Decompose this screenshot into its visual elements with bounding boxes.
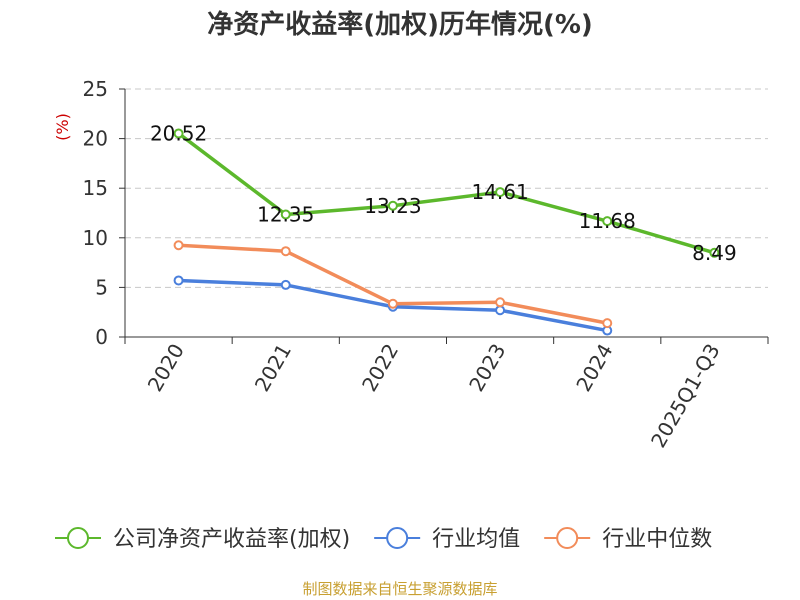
- data-point: [495, 187, 506, 198]
- y-tick-label: 25: [83, 77, 108, 101]
- y-ticks: 0 5 10 15 20 25: [83, 77, 125, 349]
- data-source-note: 制图数据来自恒生聚源数据库: [302, 580, 498, 598]
- legend-label: 行业中位数: [602, 527, 712, 552]
- data-point: [495, 297, 506, 308]
- data-labels: 20.52 12.35 13.23 14.61 11.68 8.49: [150, 121, 737, 264]
- legend-marker-0: [67, 527, 89, 549]
- data-point: [709, 247, 720, 258]
- y-tick-label: 0: [95, 325, 108, 349]
- data-label: 11.68: [579, 209, 636, 233]
- series-line-0: [177, 132, 715, 255]
- data-point: [387, 200, 398, 211]
- y-tick-label: 15: [83, 176, 108, 200]
- y-tick-label: 20: [83, 127, 108, 151]
- data-label: 14.61: [471, 180, 528, 204]
- x-tick-label: 2020: [143, 340, 189, 396]
- legend-label: 行业均值: [432, 527, 520, 552]
- data-point: [280, 209, 291, 220]
- x-ticks: 2020 2021 2022 2023 2024 2025Q1-Q3: [124, 337, 769, 452]
- axes: [124, 89, 768, 338]
- x-tick-label: 2023: [464, 340, 510, 396]
- x-tick-label: 2024: [571, 340, 617, 396]
- legend: 公司净资产收益率(加权) 行业均值 行业中位数: [55, 527, 712, 552]
- y-axis-label: (%): [53, 113, 72, 141]
- chart-title: 净资产收益率(加权)历年情况(%): [207, 10, 593, 40]
- x-tick-label: 2021: [250, 340, 296, 396]
- y-tick-label: 10: [83, 226, 108, 250]
- x-tick-label: 2022: [357, 340, 403, 396]
- series: [173, 128, 720, 336]
- data-label: 8.49: [692, 241, 737, 265]
- data-point: [602, 216, 613, 227]
- x-tick-label: 2025Q1-Q3: [646, 340, 725, 452]
- data-point: [280, 246, 291, 257]
- legend-label: 公司净资产收益率(加权): [113, 527, 350, 552]
- grid-lines: [125, 88, 768, 288]
- data-point: [173, 275, 184, 286]
- data-point: [280, 279, 291, 290]
- data-point: [495, 305, 506, 316]
- legend-marker-2: [556, 527, 579, 549]
- data-label: 13.23: [364, 194, 421, 218]
- data-point: [602, 318, 613, 329]
- data-point: [173, 128, 184, 139]
- data-label: 20.52: [150, 121, 207, 145]
- y-tick-label: 5: [95, 275, 108, 299]
- legend-marker-1: [386, 527, 409, 549]
- data-point: [173, 240, 184, 251]
- data-label: 12.35: [257, 202, 314, 226]
- data-point: [387, 298, 398, 309]
